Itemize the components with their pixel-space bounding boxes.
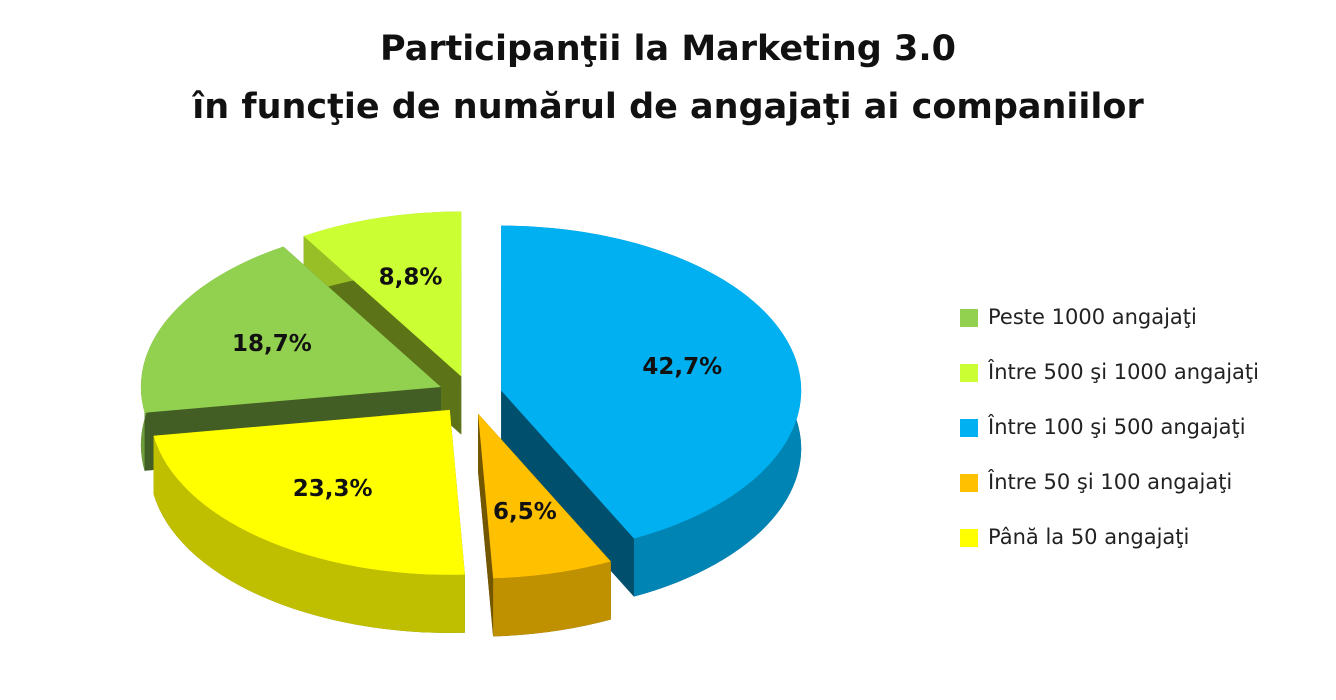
slice-top: [478, 413, 611, 579]
legend-label: Peste 1000 angajaţi: [988, 305, 1197, 329]
slice-top: [153, 409, 465, 575]
slice: [153, 409, 465, 633]
legend-swatch: [960, 529, 978, 547]
legend-swatch: [960, 364, 978, 382]
legend-swatch: [960, 419, 978, 437]
data-label: 6,5%: [493, 499, 557, 525]
slice-top: [140, 246, 441, 413]
data-label: 42,7%: [642, 354, 722, 380]
slice-side: [153, 435, 465, 633]
slice-cut: [501, 390, 634, 597]
legend-swatch: [960, 309, 978, 327]
chart-title: Participanţii la Marketing 3.0: [380, 29, 956, 69]
data-label: 23,3%: [293, 476, 373, 502]
legend-label: Până la 50 angajaţi: [988, 525, 1189, 549]
legend-swatch: [960, 474, 978, 492]
slice-top: [303, 211, 462, 377]
data-label: 18,7%: [232, 331, 312, 357]
chart-subtitle: în funcţie de numărul de angajaţi ai com…: [191, 87, 1144, 127]
slice: [478, 413, 611, 637]
slice-cut: [478, 413, 494, 637]
legend-label: Între 500 şi 1000 angajaţi: [987, 359, 1259, 384]
legend-label: Între 100 şi 500 angajaţi: [987, 414, 1246, 439]
legend-label: Între 50 şi 100 angajaţi: [987, 469, 1232, 494]
data-label: 8,8%: [379, 265, 443, 291]
slice-top: [501, 225, 802, 539]
slice: [501, 225, 802, 597]
slice-side: [493, 561, 611, 637]
